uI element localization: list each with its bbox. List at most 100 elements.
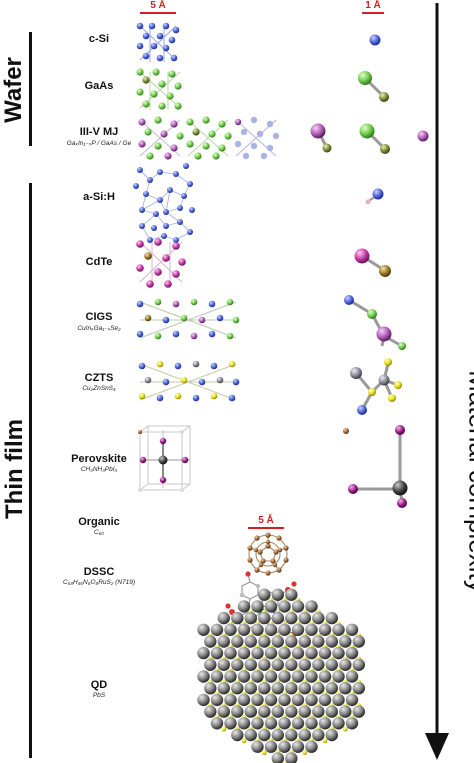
qd-sulfur-atom [342, 726, 348, 732]
a-si-h-unit-cell [365, 188, 384, 205]
qd-lead-atom [231, 682, 244, 695]
qd-lead-atom [298, 682, 311, 695]
qd-lead-atom [332, 623, 345, 636]
material-c-si: c-Si [44, 33, 154, 45]
qd-lead-atom [217, 705, 230, 718]
qd-lead-atom [204, 658, 217, 671]
qd-lead-atom [339, 682, 352, 695]
qd-lead-atom [312, 728, 325, 742]
iii-v-mj-crystal-gaas [186, 116, 232, 160]
qd-lead-atom [231, 658, 244, 671]
qd-lead-atom [332, 646, 345, 660]
qd-lead-atom [345, 670, 359, 683]
material-qd: QD PbS [44, 679, 154, 699]
material-name: III-V MJ [79, 126, 119, 138]
qd-lead-atom [305, 670, 318, 683]
qd-lead-atom [271, 588, 284, 601]
czts-unit-cell [350, 358, 402, 415]
qd-lead-atom [264, 717, 278, 730]
qd-lead-atom [285, 635, 298, 648]
qd-lead-atom [318, 717, 332, 730]
qd-lead-atom [264, 670, 278, 683]
qd-lead-atom [325, 611, 338, 625]
qd-lead-atom [264, 693, 278, 707]
material-name: Organic [78, 516, 120, 528]
qd-lead-atom [231, 611, 244, 625]
qd-lead-atom [251, 646, 264, 660]
qd-lead-atom [332, 693, 345, 707]
material-perovskite: Perovskite CH₃NH₃PbI₃ [44, 453, 154, 473]
qd-lead-atom [312, 611, 325, 625]
material-czts: CZTS Cu₂ZnSnS₄ [44, 372, 154, 392]
qd-lead-atom [231, 728, 244, 742]
qd-lead-atom [264, 646, 278, 660]
qd-lead-atom [325, 728, 338, 742]
qd-lead-atom [244, 611, 257, 625]
qd-lead-atom [305, 717, 318, 730]
qd-lead-atom [197, 670, 210, 683]
material-organic: Organic C₆₀ [44, 516, 154, 536]
cigs-crystal [136, 298, 240, 340]
qd-lead-atom [210, 623, 224, 636]
qd-lead-atom [271, 752, 284, 763]
qd-lead-atom [305, 646, 318, 660]
material-formula: C₅₈H₈₆N₈O₈RuS₂ (N719) [62, 579, 136, 586]
qd-lead-atom [237, 600, 251, 613]
wafer-bracket [29, 32, 32, 146]
qd-lead-atom [258, 588, 271, 601]
qd-sulfur-atom [221, 726, 227, 732]
iii-v-mj-crystal-ge [234, 116, 280, 160]
c-si-atom [369, 34, 381, 46]
qd-lead-atom [345, 693, 359, 707]
qd-lead-atom [237, 670, 251, 683]
qd-lead-atom [237, 623, 251, 636]
cigs-unit-cell [344, 295, 406, 350]
qd-lead-atom [332, 717, 345, 730]
qd-lead-atom [217, 635, 230, 648]
qd-lead-atom [204, 682, 217, 695]
qd-lead-atom [278, 693, 291, 707]
cdte-unit-cell [354, 248, 391, 277]
qd-lead-atom [197, 623, 210, 636]
qd-lead-atom [291, 670, 305, 683]
qd-lead-atom [291, 600, 305, 613]
gaas-unit-cell [358, 71, 389, 102]
qd-lead-atom [339, 705, 352, 718]
qd-lead-atom [285, 728, 298, 742]
material-name: Perovskite [71, 453, 127, 465]
qd-lead-atom [258, 611, 271, 625]
perovskite-unit-cell [343, 425, 408, 508]
iii-v-mj-crystal-gainp [138, 116, 184, 160]
qd-lead-atom [224, 670, 237, 683]
material-name: a-Si:H [83, 191, 115, 203]
iii-v-mj-unit-cells [310, 123, 429, 154]
qd-lead-atom [264, 740, 278, 753]
qd-lead-atom [210, 717, 224, 730]
qd-lead-atom [258, 682, 271, 695]
scale-bar-unit-cell: 1 Å [358, 0, 388, 14]
qd-lead-atom [285, 658, 298, 671]
qd-sulfur-atom [241, 738, 247, 744]
scale-bar-unit-cell-line [362, 12, 384, 14]
qd-lead-atom [305, 600, 318, 613]
qd-lead-atom [258, 635, 271, 648]
qd-lead-atom [237, 717, 251, 730]
material-iii-v-mj: III-V MJ GaₓIn₁₋ₓP / GaAs / Ge [44, 126, 154, 147]
qd-lead-atom [278, 740, 291, 753]
qd-lead-atom [291, 717, 305, 730]
qd-lead-atom [271, 635, 284, 648]
qd-lead-atom [312, 682, 325, 695]
qd-lead-atom [298, 705, 311, 718]
qd-lead-atom [244, 658, 257, 671]
qd-lead-atom [285, 682, 298, 695]
qd-lead-atom [271, 658, 284, 671]
scale-bar-crystal: 5 Å [138, 0, 178, 14]
qd-lead-atom [224, 717, 237, 730]
qd-lead-atom [251, 717, 264, 730]
material-formula: GaₓIn₁₋ₓP / GaAs / Ge [66, 140, 132, 147]
material-gaas: GaAs [44, 80, 154, 92]
qd-lead-atom [325, 682, 338, 695]
qd-lead-atom [217, 658, 230, 671]
material-name: QD [90, 679, 108, 691]
material-cigs: CIGS CuInₓGa₁₋ₓSe₂ [44, 311, 154, 332]
